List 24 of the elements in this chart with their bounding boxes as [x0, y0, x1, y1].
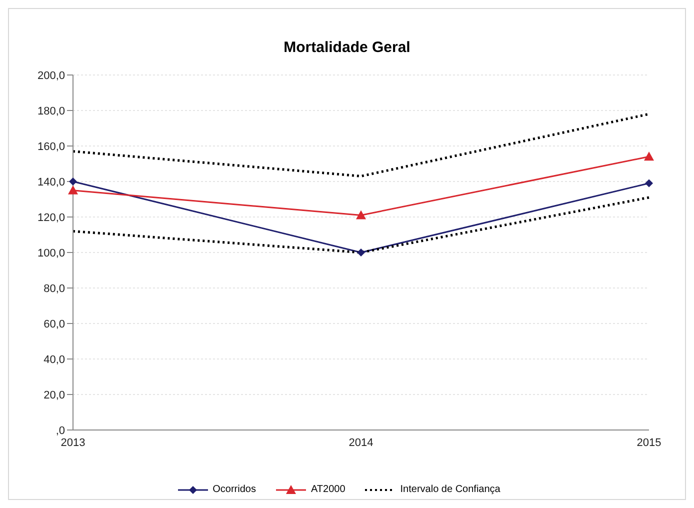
x-tick-label: 2014 — [348, 436, 374, 449]
point — [69, 178, 77, 186]
legend-label: Intervalo de Confiança — [399, 484, 500, 495]
x-tick-label: 2015 — [636, 436, 662, 449]
y-tick-label: 20,0 — [44, 389, 65, 402]
y-tick-label: 100,0 — [37, 247, 65, 260]
point — [645, 179, 653, 188]
legend-label: AT2000 — [310, 484, 346, 495]
y-tick-label: ,0 — [56, 424, 65, 437]
x-tick-label: 2013 — [60, 436, 86, 449]
legend-label: Ocorridos — [212, 484, 256, 495]
point — [68, 185, 78, 194]
y-tick-label: 40,0 — [44, 354, 65, 366]
y-tick-label: 140,0 — [37, 176, 65, 188]
y-tick-label: 160,0 — [37, 140, 65, 153]
y-tick-label: 60,0 — [44, 318, 65, 330]
point — [644, 152, 654, 161]
point — [357, 248, 365, 256]
y-tick-label: 120,0 — [37, 212, 65, 224]
y-tick-label: 200,0 — [37, 70, 65, 82]
y-tick-label: 80,0 — [44, 282, 65, 295]
y-tick-label: 180,0 — [37, 105, 65, 118]
point — [356, 210, 366, 220]
chart-title: Mortalidade Geral — [282, 38, 412, 58]
